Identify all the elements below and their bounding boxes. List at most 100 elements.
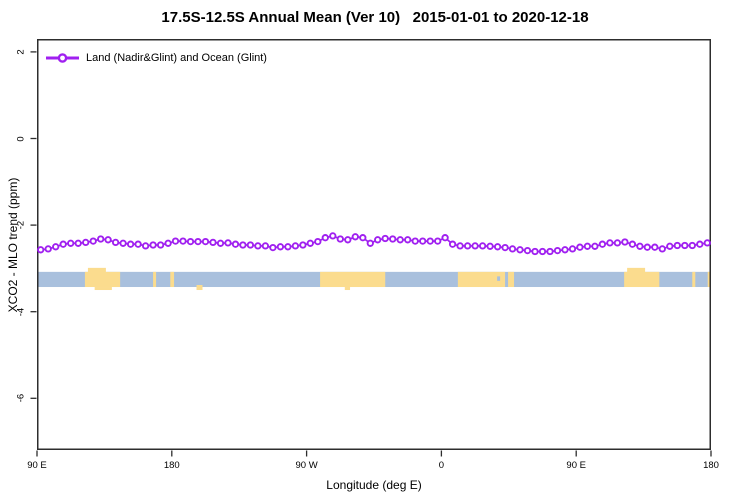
data-point-marker — [426, 237, 434, 245]
data-point-marker — [366, 239, 374, 247]
legend-marker-sample — [57, 53, 68, 63]
data-point-marker — [553, 246, 562, 255]
x-tick-label: 180 — [163, 460, 180, 471]
x-tick-label: 90 E — [566, 460, 586, 471]
data-point-marker — [404, 236, 412, 244]
data-point-marker — [261, 242, 270, 250]
land-segment-fiji — [170, 271, 175, 288]
data-point-marker — [179, 237, 187, 245]
data-point-marker — [156, 241, 165, 249]
data-point-marker — [126, 240, 135, 248]
x-axis-title: Longitude (deg E) — [326, 478, 422, 492]
data-point-marker — [37, 246, 45, 254]
data-point-marker — [231, 240, 240, 248]
data-point-marker — [186, 237, 195, 246]
data-point-marker — [269, 243, 277, 252]
y-tick-label: -6 — [15, 394, 27, 403]
land-bump-australia-2 — [627, 267, 646, 273]
data-point-marker — [561, 246, 569, 254]
data-point-marker — [74, 239, 82, 247]
data-point-marker — [149, 241, 157, 249]
data-point-marker — [688, 241, 696, 250]
data-point-marker — [531, 247, 539, 256]
data-point-marker — [598, 240, 607, 248]
land-segment-vanuatu — [153, 271, 157, 288]
data-point-marker — [493, 243, 502, 251]
data-point-marker — [389, 235, 397, 243]
data-point-marker — [97, 235, 105, 243]
data-point-marker — [411, 237, 419, 245]
data-point-marker — [651, 243, 659, 251]
data-point-marker — [201, 237, 210, 246]
data-point-marker — [583, 242, 592, 250]
data-point-marker — [276, 243, 285, 251]
data-point-marker — [321, 234, 329, 242]
land-segment-australia-2 — [624, 271, 660, 288]
data-point-marker — [284, 243, 292, 251]
land-segment-australia — [84, 271, 121, 288]
data-point-marker — [636, 242, 644, 250]
data-point-marker — [359, 234, 367, 242]
land-segment-vanuatu-2 — [692, 271, 696, 288]
data-point-marker — [568, 245, 577, 253]
data-point-marker — [246, 241, 255, 249]
land-segment-madagascar — [508, 271, 515, 288]
data-point-marker — [621, 238, 629, 246]
data-point-marker — [291, 242, 300, 250]
x-tick-label: 180 — [703, 460, 719, 471]
data-point-marker — [673, 241, 681, 250]
x-tick-label: 90 W — [295, 460, 318, 471]
data-point-marker — [666, 242, 674, 250]
data-point-marker — [44, 245, 52, 253]
data-point-marker — [606, 239, 614, 247]
data-point-marker — [486, 242, 494, 250]
data-point-marker — [576, 243, 584, 251]
chart-title: 17.5S-12.5S Annual Mean (Ver 10) 2015-01… — [161, 9, 589, 26]
data-point-marker — [52, 243, 60, 251]
data-point-marker — [591, 242, 599, 250]
data-point-marker — [613, 239, 622, 247]
y-tick-label: 2 — [15, 49, 27, 55]
y-tick-label: -4 — [15, 307, 27, 316]
data-point-marker — [314, 237, 322, 246]
data-point-marker — [478, 242, 487, 250]
data-point-marker — [209, 238, 217, 247]
data-point-marker — [471, 242, 479, 250]
data-point-marker — [194, 237, 202, 246]
data-point-marker — [344, 236, 352, 244]
data-point-marker — [82, 238, 90, 247]
data-point-marker — [419, 237, 427, 245]
land-segment-africa — [457, 271, 506, 288]
data-point-marker — [441, 234, 449, 242]
data-point-marker — [523, 246, 532, 255]
data-point-marker — [216, 239, 225, 247]
data-point-marker — [546, 247, 554, 256]
data-point-marker — [306, 239, 314, 247]
data-point-marker — [658, 245, 666, 253]
data-point-marker — [299, 241, 307, 249]
data-point-marker — [119, 239, 127, 247]
land-bump-south-america — [344, 287, 351, 291]
data-point-marker — [434, 237, 442, 245]
data-point-marker — [164, 239, 172, 247]
data-point-marker — [696, 240, 704, 248]
data-point-marker — [538, 247, 547, 256]
data-point-marker — [351, 233, 359, 241]
data-point-marker — [224, 239, 232, 247]
data-point-marker — [141, 242, 150, 250]
x-tick-label: 0 — [438, 460, 445, 471]
lake-africa — [497, 276, 501, 281]
data-point-marker — [111, 238, 120, 247]
data-point-marker — [456, 242, 464, 250]
data-point-marker — [134, 240, 142, 248]
data-point-marker — [104, 236, 112, 244]
y-tick-label: 0 — [15, 135, 27, 142]
data-point-marker — [171, 237, 180, 245]
data-point-marker — [501, 243, 509, 252]
data-point-marker — [329, 232, 337, 240]
data-point-marker — [239, 241, 247, 249]
land-segment-south-america — [320, 271, 386, 288]
legend-label: Land (Nadir&Glint) and Ocean (Glint) — [86, 52, 267, 64]
